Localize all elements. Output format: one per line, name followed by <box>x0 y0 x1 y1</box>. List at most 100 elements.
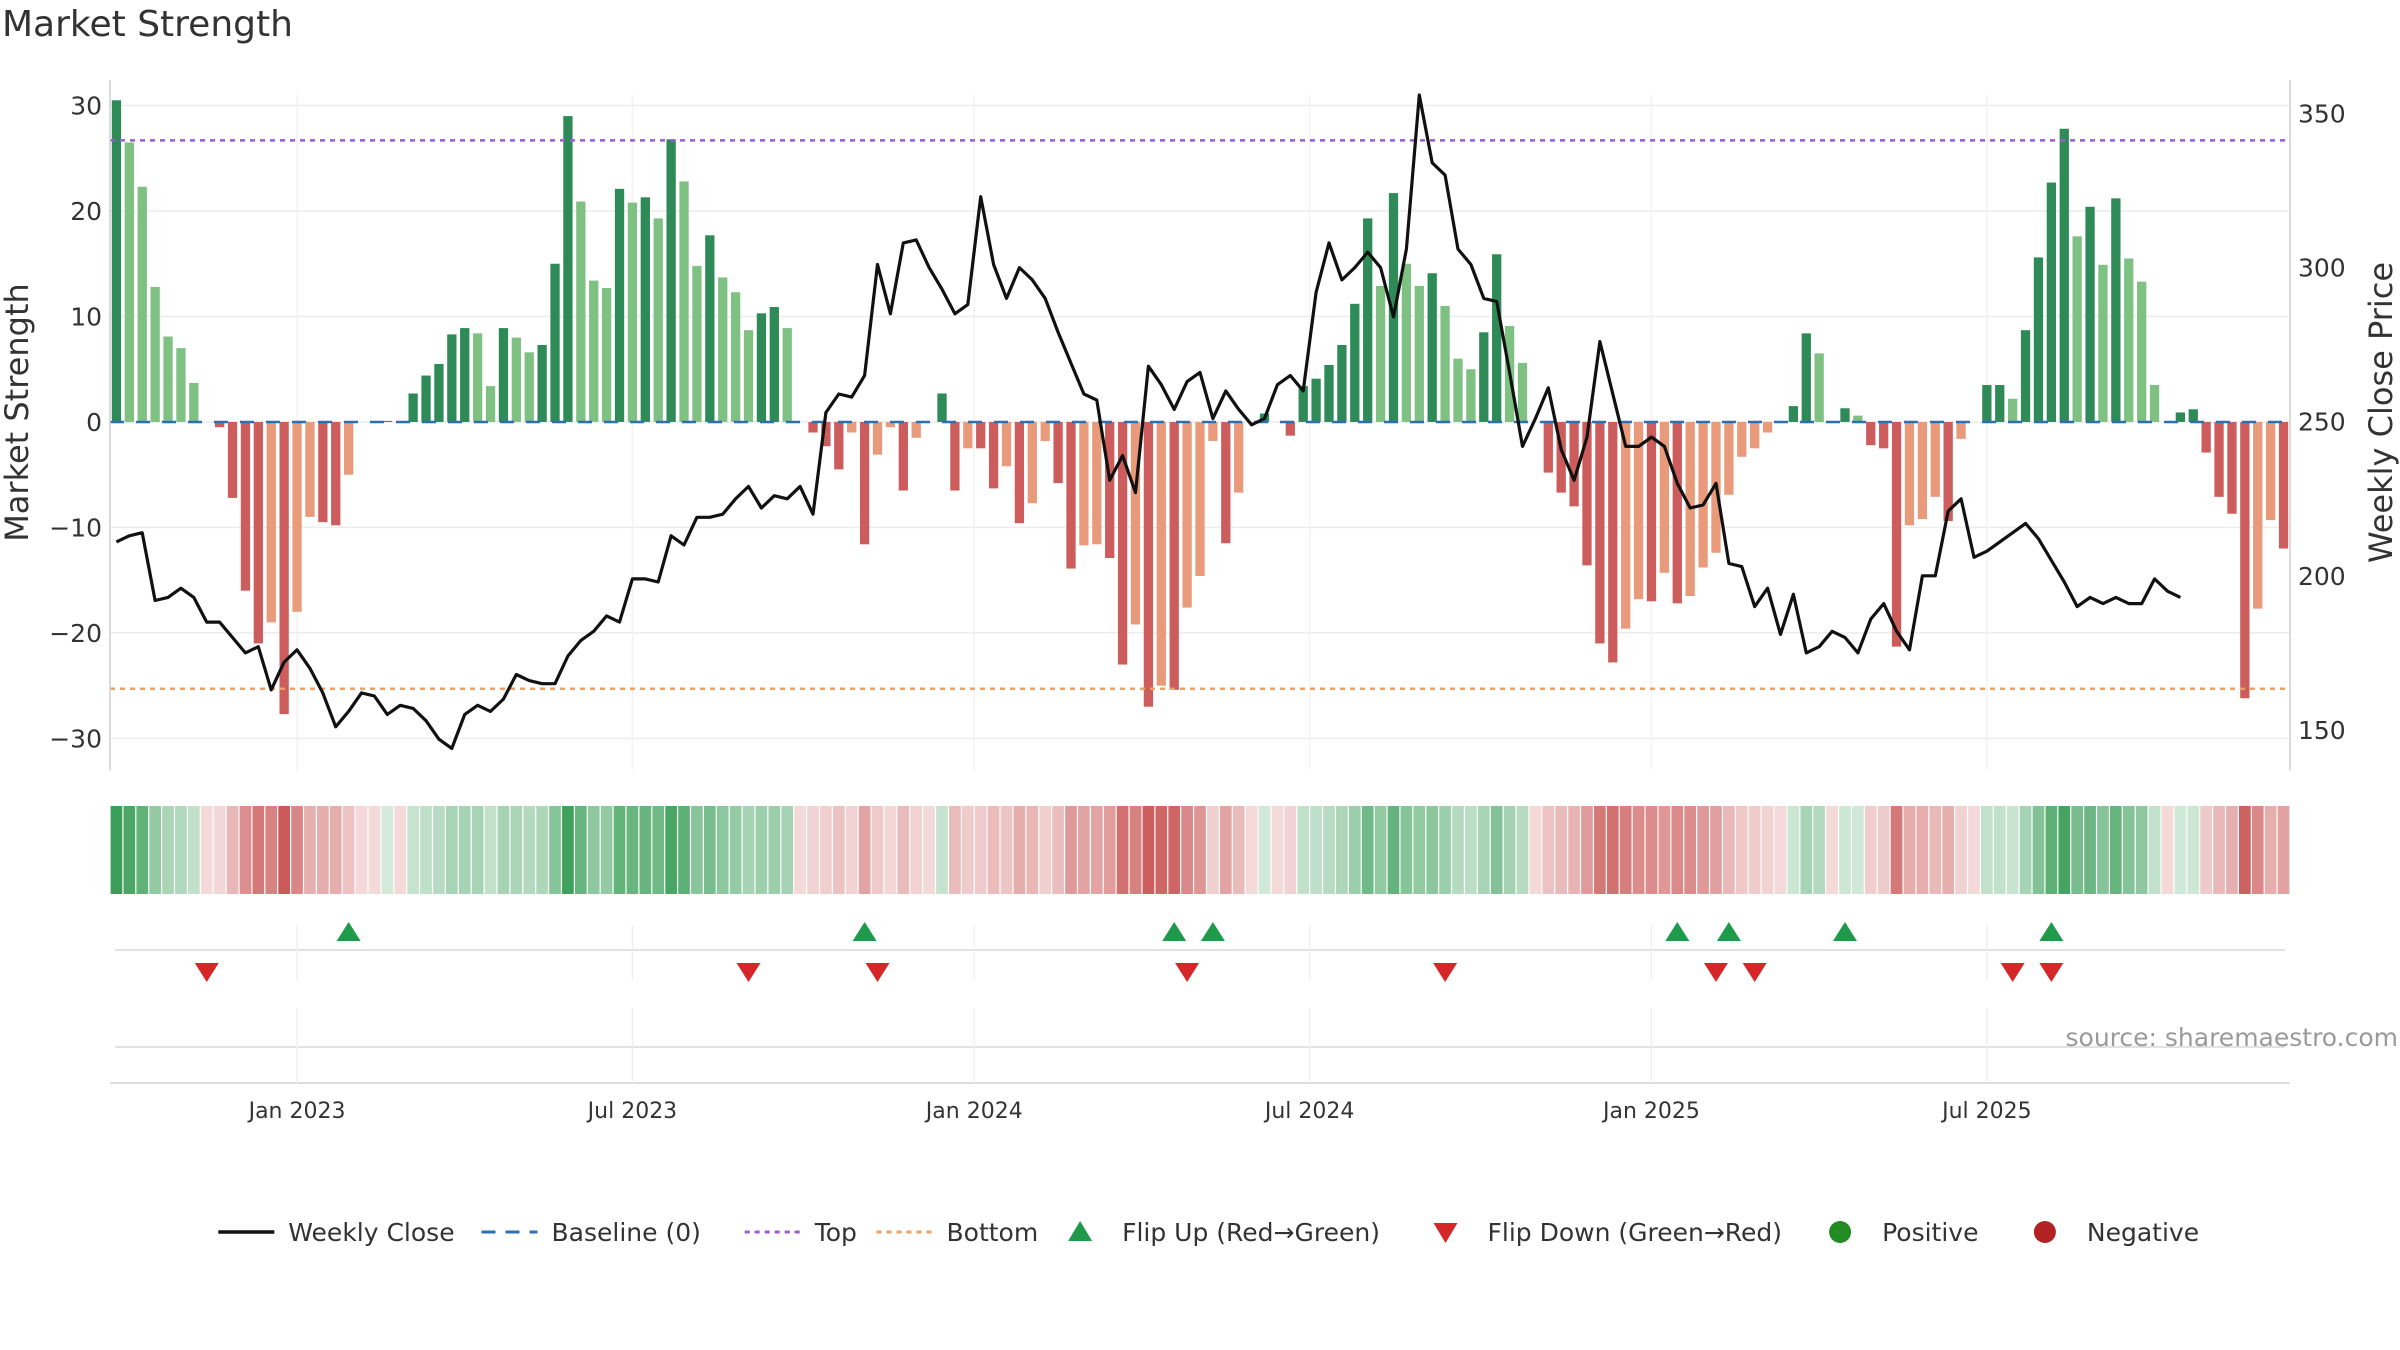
heatmap-cell <box>2084 806 2096 894</box>
heatmap-cell <box>781 806 794 894</box>
heatmap-cell <box>1606 806 1619 894</box>
heatmap-cell <box>1219 806 1232 894</box>
heatmap-cell <box>2110 806 2122 894</box>
heatmap-cell <box>200 806 213 894</box>
heatmap-cell <box>1516 806 1529 894</box>
heatmap-cell <box>1142 806 1155 894</box>
y-right-tick-label: 300 <box>2298 254 2346 283</box>
heatmap-cell <box>394 806 407 894</box>
strength-bar <box>834 421 844 470</box>
heatmap-cell <box>691 806 703 894</box>
heatmap-cell <box>1310 806 1322 894</box>
strength-bar <box>421 375 431 422</box>
strength-bar <box>253 421 263 644</box>
strength-bar <box>1943 421 1953 522</box>
strength-bar <box>1595 421 1605 644</box>
legend: Weekly Close Baseline (0) Top Bottom Flip Up… <box>218 1218 2199 1247</box>
strength-bar <box>1221 421 1231 544</box>
strength-bar <box>640 197 650 422</box>
flip-up-marker <box>1665 922 1690 941</box>
strength-bar <box>2111 198 2121 422</box>
flip-up-marker <box>852 922 877 941</box>
strength-bar <box>1182 421 1192 608</box>
heatmap-cell <box>510 806 523 894</box>
strength-bar <box>2124 258 2134 422</box>
strength-bar <box>1053 421 1063 484</box>
heatmap-cell <box>1542 806 1555 894</box>
strength-bar <box>163 336 173 422</box>
flip-down-marker <box>2039 963 2064 982</box>
strength-bar <box>472 333 483 422</box>
heatmap-cell <box>187 806 200 894</box>
heatmap-cell <box>445 806 458 894</box>
strength-bar <box>279 421 289 715</box>
strength-bar <box>1285 421 1295 436</box>
heatmap-cell <box>1413 806 1426 894</box>
heatmap-cell <box>1052 806 1064 894</box>
heatmap-cell <box>1568 806 1580 894</box>
flip-up-marker <box>1200 922 1225 941</box>
legend-swatch <box>1068 1221 1093 1241</box>
heatmap-cell <box>484 806 497 894</box>
strength-bar <box>2240 421 2250 699</box>
heatmap-cell <box>678 806 690 894</box>
chart-title: Market Strength <box>2 4 293 45</box>
strength-bar <box>1569 421 1579 507</box>
strength-bar <box>318 421 328 523</box>
heatmap-cell <box>278 806 290 894</box>
strength-bar <box>976 421 986 449</box>
strength-bar <box>1401 263 1412 422</box>
strength-bar <box>1234 421 1244 493</box>
strength-bar <box>1492 254 1502 422</box>
heatmap-cell <box>2032 806 2045 894</box>
heatmap-cell <box>1078 806 1090 894</box>
heatmap-cell <box>1245 806 1258 894</box>
strength-bar <box>176 348 186 422</box>
strength-bar <box>1930 421 1940 497</box>
heatmap-cell <box>1103 806 1116 894</box>
strength-bar <box>576 201 586 422</box>
heatmap-cell <box>342 806 355 894</box>
heatmap-cell <box>1129 806 1142 894</box>
heatmap-cell <box>832 806 845 894</box>
heatmap-cell <box>820 806 832 894</box>
flip-markers <box>115 922 2285 982</box>
flip-down-marker <box>2000 963 2025 982</box>
strength-bar <box>1621 421 1631 629</box>
strength-bar <box>292 421 302 612</box>
flip-up-marker <box>1832 922 1857 941</box>
strength-bar <box>227 421 238 498</box>
strength-bar <box>2008 398 2018 422</box>
heatmap-cell <box>2148 806 2161 894</box>
axes: 30 20 10 0 −10 −20 −30 350 300 250 200 150 Market St… <box>0 80 2400 770</box>
strength-bar <box>692 265 702 422</box>
heatmap-cell <box>1503 806 1516 894</box>
strength-bar <box>782 328 792 422</box>
strength-bar <box>1466 369 1476 422</box>
strength-bar <box>240 421 251 591</box>
flip-down-marker <box>1433 963 1458 982</box>
strength-bar <box>653 218 663 422</box>
flip-up-marker <box>1716 922 1741 941</box>
heatmap-cell <box>1452 806 1464 894</box>
heatmap-cell <box>458 806 471 894</box>
strength-bar <box>2072 236 2082 422</box>
heatmap-cell <box>936 806 948 894</box>
strength-bar <box>821 421 831 447</box>
strength-bar <box>1853 415 1863 422</box>
y-right-tick-label: 350 <box>2298 99 2346 128</box>
heatmap-cell <box>1632 806 1645 894</box>
flip-up-marker <box>2039 922 2064 941</box>
strength-bar <box>1659 421 1670 573</box>
legend-swatch <box>1829 1221 1852 1243</box>
weekly-close-polyline <box>115 93 2182 751</box>
strength-bar <box>1956 421 1966 439</box>
heatmap-cell <box>471 806 484 894</box>
strength-bar <box>215 421 225 428</box>
strength-bar <box>1066 421 1076 569</box>
strength-bar <box>1130 421 1141 625</box>
strength-bar <box>898 421 908 491</box>
strength-bar <box>1866 421 1876 446</box>
heatmap-cell <box>329 806 342 894</box>
strength-bar <box>485 386 496 422</box>
